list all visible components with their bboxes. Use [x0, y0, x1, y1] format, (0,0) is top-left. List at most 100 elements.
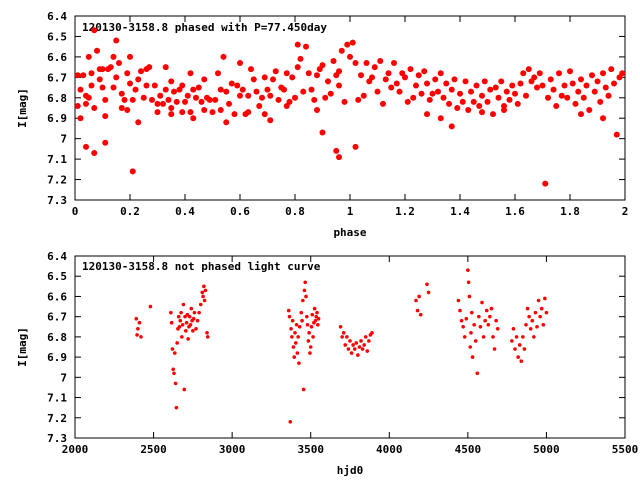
- data-point: [487, 86, 494, 93]
- y-axis-label: I[mag]: [16, 88, 29, 128]
- data-point: [168, 111, 175, 118]
- data-point: [522, 347, 527, 351]
- data-point: [325, 78, 331, 85]
- data-point: [459, 318, 464, 323]
- data-point: [365, 349, 370, 353]
- data-point: [228, 80, 235, 87]
- data-point: [437, 115, 444, 122]
- data-point: [477, 314, 481, 319]
- data-point: [315, 322, 320, 327]
- data-point: [162, 64, 169, 71]
- data-point: [440, 94, 447, 101]
- data-point: [550, 86, 557, 93]
- data-point: [553, 102, 560, 109]
- data-point: [170, 347, 175, 351]
- data-point: [215, 70, 221, 77]
- data-point: [169, 320, 174, 325]
- x-tick-label: 2500: [140, 443, 167, 456]
- data-point: [558, 92, 565, 99]
- x-axis-label: phase: [333, 226, 366, 239]
- data-point: [341, 331, 346, 335]
- data-point: [306, 339, 311, 343]
- data-point: [289, 74, 296, 81]
- data-point: [201, 294, 205, 299]
- data-point: [190, 115, 197, 122]
- data-point: [475, 371, 480, 376]
- data-point: [396, 88, 403, 95]
- data-point: [162, 86, 169, 93]
- data-point: [293, 341, 298, 345]
- data-point: [259, 94, 265, 101]
- data-point: [613, 131, 620, 138]
- data-point: [370, 331, 374, 335]
- data-point: [292, 355, 297, 359]
- data-point: [184, 92, 191, 99]
- data-point: [294, 322, 299, 327]
- data-point: [509, 82, 516, 89]
- data-point: [338, 324, 343, 329]
- data-point: [340, 335, 344, 339]
- data-points: [134, 268, 549, 424]
- y-axis-label: I[mag]: [16, 327, 29, 367]
- data-point: [351, 343, 355, 347]
- x-tick-label: 1: [347, 205, 354, 218]
- data-point: [197, 310, 201, 315]
- data-point: [85, 53, 92, 60]
- data-point: [539, 82, 546, 89]
- data-point: [432, 76, 439, 83]
- data-point: [528, 327, 533, 331]
- data-point: [495, 327, 500, 331]
- data-point: [542, 180, 549, 187]
- data-point: [171, 88, 177, 95]
- y-tick-label: 6.8: [47, 92, 67, 105]
- data-point: [192, 310, 197, 315]
- data-point: [203, 288, 208, 293]
- plot-frame: [74, 255, 626, 439]
- y-tick-label: 7.3: [47, 432, 67, 445]
- data-point: [360, 347, 365, 351]
- data-point: [600, 70, 606, 77]
- data-point: [473, 339, 478, 343]
- data-point: [186, 337, 190, 341]
- data-point: [290, 318, 295, 323]
- data-point: [488, 314, 492, 319]
- data-point: [512, 90, 518, 97]
- data-point: [429, 90, 436, 97]
- data-point: [129, 96, 136, 103]
- data-point: [185, 312, 190, 317]
- data-point: [466, 268, 470, 272]
- data-point: [424, 80, 430, 87]
- data-point: [309, 324, 314, 329]
- data-point: [580, 94, 587, 101]
- data-point: [525, 66, 532, 73]
- data-point: [239, 86, 246, 93]
- data-point: [492, 347, 497, 351]
- data-point: [256, 102, 263, 109]
- data-point: [194, 327, 198, 331]
- data-point: [586, 107, 593, 114]
- data-point: [466, 280, 471, 285]
- data-point: [202, 298, 207, 303]
- data-point: [74, 72, 81, 79]
- data-point: [99, 66, 106, 73]
- data-point: [414, 298, 418, 303]
- data-point: [425, 282, 429, 287]
- data-point: [472, 322, 476, 327]
- data-point: [352, 60, 359, 67]
- data-point: [124, 70, 131, 77]
- data-point: [479, 109, 485, 116]
- data-point: [354, 341, 359, 345]
- x-tick-label: 0.8: [285, 205, 305, 218]
- data-point: [184, 320, 189, 325]
- data-point: [183, 314, 187, 319]
- data-point: [572, 100, 579, 107]
- data-point: [288, 420, 293, 424]
- data-point: [501, 107, 507, 114]
- y-tick-label: 6.7: [47, 71, 67, 84]
- data-point: [380, 100, 386, 107]
- data-point: [492, 84, 499, 91]
- data-point: [181, 302, 186, 307]
- data-point: [138, 68, 144, 75]
- x-tick-label: 4000: [376, 443, 403, 456]
- data-point: [469, 331, 473, 335]
